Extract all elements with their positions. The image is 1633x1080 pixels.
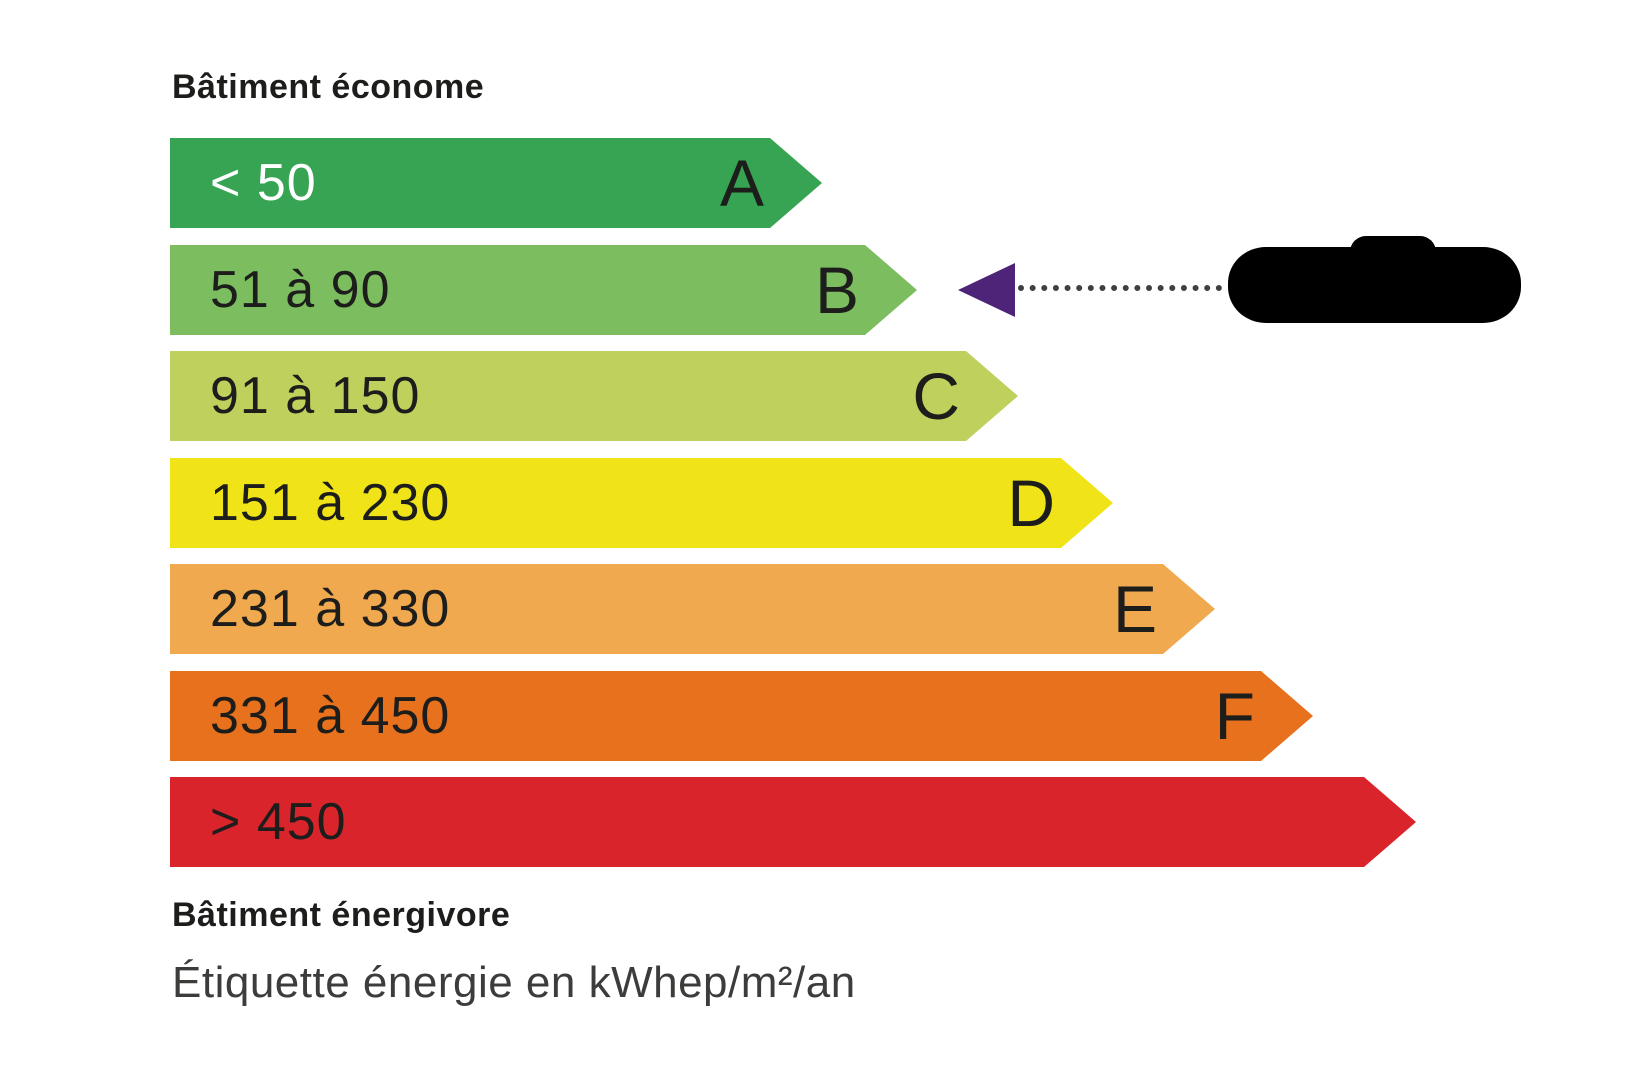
scale-top-label: Bâtiment économe (172, 68, 485, 106)
redacted-value-blob-edge (1350, 236, 1436, 270)
energy-class-bar: 331 à 450 F (170, 671, 1313, 761)
class-letter: D (1007, 466, 1055, 540)
range-label: 231 à 330 (210, 580, 451, 638)
range-label: < 50 (210, 154, 317, 212)
class-letter: A (719, 146, 764, 220)
energy-class-bar: 231 à 330 E (170, 564, 1215, 654)
scale-bottom-label: Bâtiment énergivore (172, 896, 511, 934)
dotted-connector (1018, 285, 1222, 291)
energy-class-bar: < 50 A (170, 138, 822, 228)
range-label: 51 à 90 (210, 261, 391, 319)
energy-class-bar: 51 à 90 B (170, 245, 917, 335)
range-label: 91 à 150 (210, 367, 421, 425)
energy-class-bar: 91 à 150 C (170, 351, 1018, 441)
selected-class-arrow-icon (958, 263, 1015, 317)
class-letter: F (1214, 679, 1255, 753)
energy-scale: < 50 A 51 à 90 B 91 à 150 C 151 à 230 D … (170, 138, 1633, 868)
energy-caption: Étiquette énergie en kWhep/m²/an (172, 958, 856, 1007)
class-letter: E (1112, 572, 1157, 646)
energy-class-bar: 151 à 230 D (170, 458, 1113, 548)
class-letter: B (814, 253, 859, 327)
range-label: > 450 (210, 793, 347, 851)
class-letter: C (912, 359, 960, 433)
energy-class-bar: > 450 (170, 777, 1416, 867)
range-label: 331 à 450 (210, 687, 451, 745)
range-label: 151 à 230 (210, 474, 451, 532)
